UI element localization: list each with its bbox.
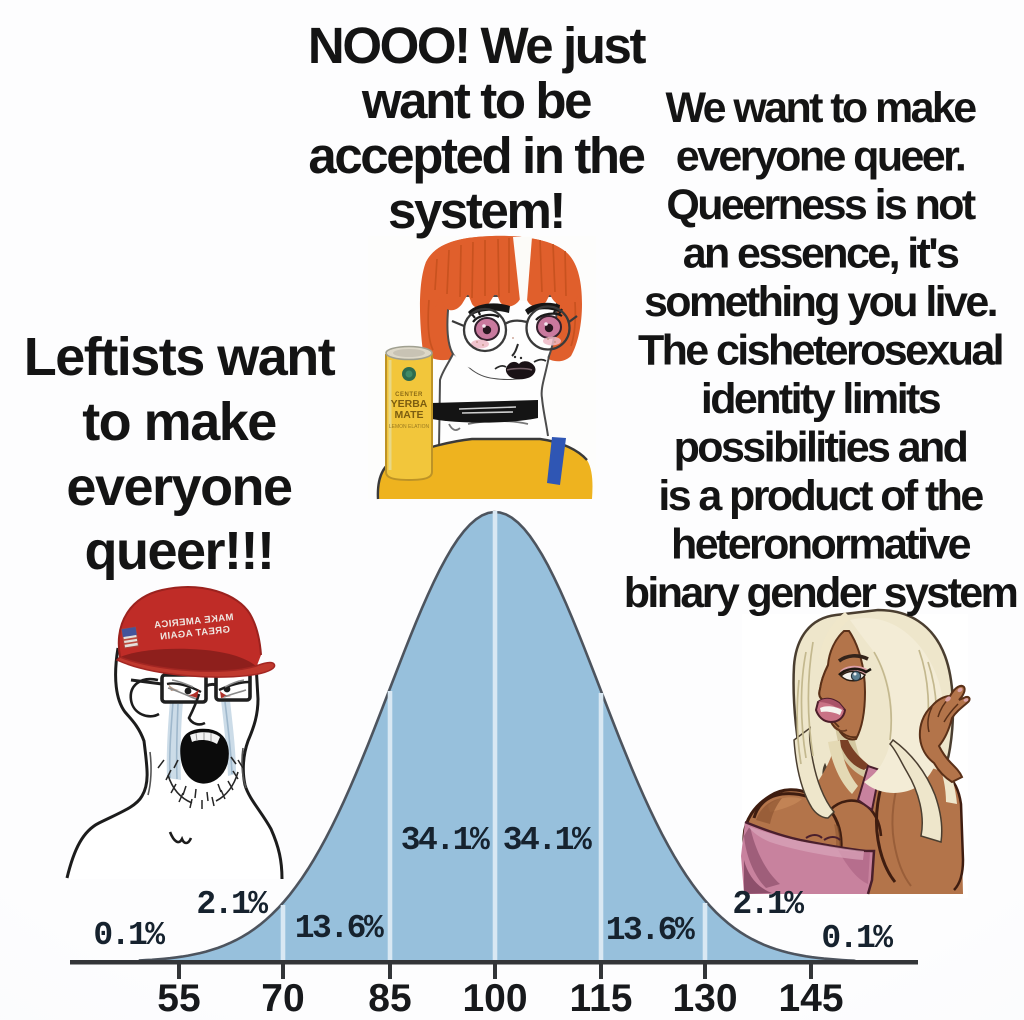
svg-text:something you live.: something you live. <box>644 278 996 326</box>
svg-text:heteronormative: heteronormative <box>671 521 971 569</box>
svg-text:85: 85 <box>368 977 411 1020</box>
svg-text:70: 70 <box>261 977 304 1020</box>
svg-text:0.1%: 0.1% <box>93 917 165 954</box>
svg-text:We want to make: We want to make <box>665 84 976 132</box>
svg-text:Queerness is not: Queerness is not <box>666 181 976 229</box>
svg-text:34.1%: 34.1% <box>503 822 592 859</box>
svg-text:145: 145 <box>778 977 843 1020</box>
svg-text:13.6%: 13.6% <box>295 910 384 947</box>
svg-text:everyone: everyone <box>66 457 292 517</box>
svg-text:want to be: want to be <box>361 72 591 129</box>
svg-text:2.1%: 2.1% <box>196 886 268 923</box>
svg-text:0.1%: 0.1% <box>821 920 893 957</box>
svg-text:CENTER: CENTER <box>395 392 423 398</box>
svg-text:34.1%: 34.1% <box>401 822 490 859</box>
svg-text:115: 115 <box>570 977 633 1020</box>
svg-text:130: 130 <box>672 977 737 1020</box>
svg-text:MATE: MATE <box>395 409 424 421</box>
svg-text:The cisheterosexual: The cisheterosexual <box>638 327 1002 375</box>
svg-text:LEMON ELATION: LEMON ELATION <box>389 424 430 430</box>
svg-text:possibilities and: possibilities and <box>674 424 967 472</box>
svg-text:100: 100 <box>462 977 527 1020</box>
svg-text:queer!!!: queer!!! <box>85 521 274 581</box>
svg-text:55: 55 <box>157 977 200 1020</box>
svg-text:an essence, it's: an essence, it's <box>683 230 959 278</box>
svg-text:to make: to make <box>82 392 276 452</box>
svg-text:binary gender system: binary gender system <box>624 569 1017 617</box>
svg-text:Leftists want: Leftists want <box>24 327 336 387</box>
svg-text:NOOO! We just: NOOO! We just <box>308 17 647 74</box>
svg-text:YERBA: YERBA <box>391 398 428 410</box>
svg-text:everyone queer.: everyone queer. <box>676 133 964 181</box>
svg-text:system!: system! <box>388 182 564 239</box>
svg-text:accepted in the: accepted in the <box>308 127 644 184</box>
svg-text:13.6%: 13.6% <box>606 912 695 949</box>
svg-text:identity limits: identity limits <box>701 375 941 423</box>
svg-text:2.1%: 2.1% <box>732 886 804 923</box>
svg-text:is a product of the: is a product of the <box>658 472 983 520</box>
